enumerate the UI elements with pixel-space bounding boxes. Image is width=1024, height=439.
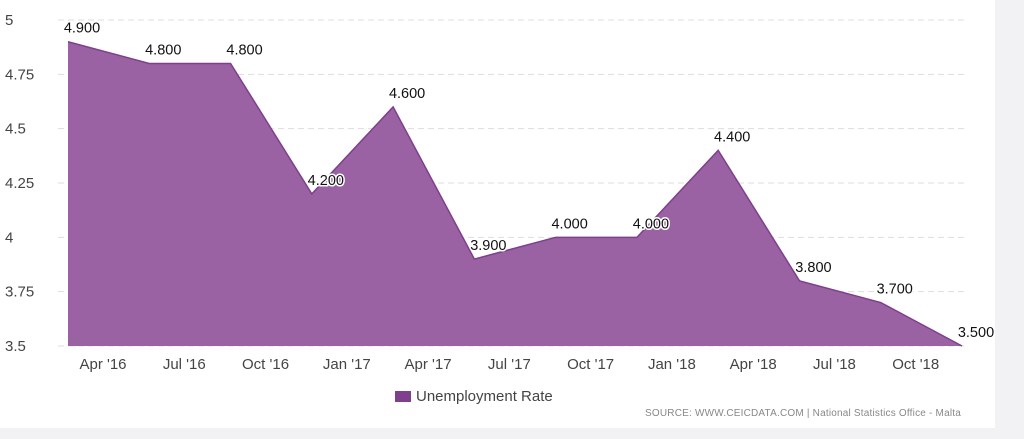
data-labels: 4.900 4.800 4.800 4.200 4.600 3.900 4.000 4.000… [62, 19, 995, 342]
x-tick-label: Jan '17 [323, 356, 371, 373]
data-label: 3.800 [795, 260, 831, 276]
data-label: 4.000 [633, 216, 669, 232]
data-label: 3.700 [877, 282, 913, 298]
data-label: 4.900 [64, 21, 100, 37]
data-label: 4.600 [389, 86, 425, 102]
unemployment-area-chart: 3.5 3.75 4 4.25 4.5 4.75 5 Apr '16 Jul '16 Oct '… [5, 12, 995, 373]
area-series[interactable] [67, 41, 963, 347]
legend-label: Unemployment Rate [416, 388, 553, 405]
x-tick-label: Jul '16 [163, 356, 206, 373]
series-line [67, 41, 963, 347]
x-axis-ticks: Apr '16 Jul '16 Oct '16 Jan '17 Apr '17 Jul '… [79, 356, 939, 373]
x-tick-label: Oct '17 [567, 356, 614, 373]
y-tick-label: 4.75 [5, 66, 34, 83]
area-fill [68, 41, 962, 346]
legend-swatch [395, 391, 411, 402]
data-label: 4.800 [226, 42, 262, 58]
y-tick-label: 4.25 [5, 175, 34, 192]
x-tick-label: Jul '17 [488, 356, 531, 373]
y-tick-label: 3.75 [5, 284, 34, 301]
y-tick-label: 4.5 [5, 121, 26, 138]
data-label: 4.000 [551, 216, 587, 232]
x-tick-label: Jan '18 [648, 356, 696, 373]
source-note: SOURCE: WWW.CEICDATA.COM | National Stat… [645, 408, 961, 419]
y-tick-label: 5 [5, 12, 13, 29]
data-label: 3.900 [470, 238, 506, 254]
x-tick-label: Jul '18 [813, 356, 856, 373]
x-tick-label: Apr '16 [79, 356, 126, 373]
data-label: 3.500 [958, 325, 994, 341]
x-tick-label: Oct '16 [242, 356, 289, 373]
data-label: 4.800 [145, 42, 181, 58]
y-tick-label: 4 [5, 229, 13, 246]
chart-panel: 3.5 3.75 4 4.25 4.5 4.75 5 Apr '16 Jul '16 Oct '… [0, 0, 995, 428]
x-tick-label: Apr '17 [405, 356, 452, 373]
y-axis-ticks: 3.5 3.75 4 4.25 4.5 4.75 5 [5, 12, 34, 355]
x-tick-label: Oct '18 [892, 356, 939, 373]
legend[interactable]: Unemployment Rate [395, 388, 553, 405]
y-tick-label: 3.5 [5, 338, 26, 355]
data-label: 4.200 [308, 173, 344, 189]
x-tick-label: Apr '18 [730, 356, 777, 373]
data-label: 4.400 [714, 129, 750, 145]
